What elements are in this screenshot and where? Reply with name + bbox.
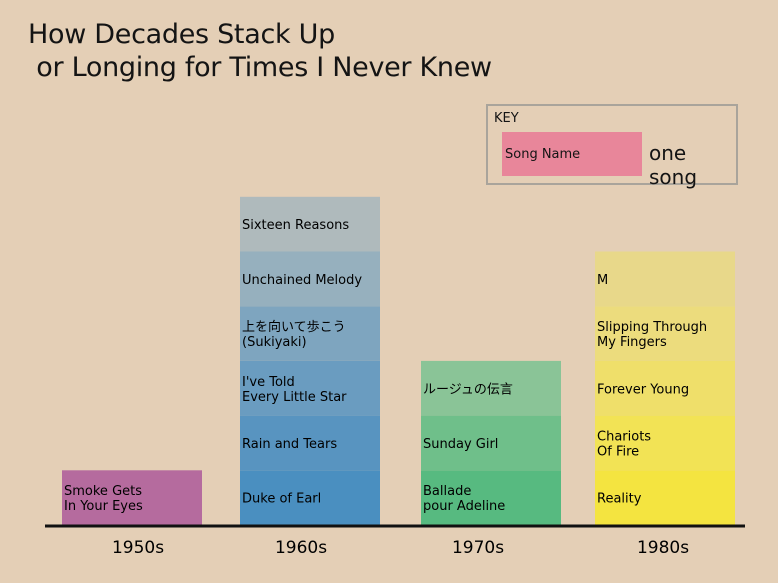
song-label: Ballade pour Adeline [423,484,505,514]
bar-segment [421,415,561,471]
song-label: M [597,273,608,288]
bar-segment [595,306,735,361]
bar-segment [240,196,380,252]
bar-segment [595,415,735,471]
x-tick-label: 1950s [112,538,164,558]
bar-segment [595,251,735,307]
chart-title: How Decades Stack Up or Longing for Time… [28,19,492,83]
x-tick-label: 1970s [452,538,504,558]
song-label: Sixteen Reasons [242,218,349,233]
x-tick-label: 1960s [275,538,327,558]
song-label: 上を向いて歩こう(Sukiyaki) [242,319,346,350]
x-ticks-group: 1950s 1960s 1970s 1980s [112,538,689,558]
song-label: Slipping Through My Fingers [597,320,707,350]
bar-segment [240,360,380,416]
x-tick-label: 1980s [637,538,689,558]
bar-segment [421,470,561,525]
song-label: Forever Young [597,382,689,397]
bar-segment [240,415,380,471]
song-label: Reality [597,492,642,507]
bars-group: Smoke Gets In Your Eyes Duke of Earl Rain a… [62,196,735,525]
bar-segment [240,306,380,361]
bar-segment [595,360,735,416]
song-label: Unchained Melody [242,273,362,288]
song-label: Smoke Gets In Your Eyes [64,484,143,514]
bar-segment [62,470,202,525]
legend-swatch: Song Name [502,132,642,176]
legend-key-title: KEY [494,111,519,126]
bar-segment [595,470,735,525]
bar-segment [421,360,561,416]
legend-key: KEY Song Name one song [486,104,738,189]
song-label: Duke of Earl [242,492,321,507]
bar-segment [240,470,380,525]
song-label: Sunday Girl [423,437,498,452]
song-label: ルージュの伝言 [423,382,513,397]
song-label: Chariots Of Fire [597,430,651,460]
legend-description: one song [649,141,698,189]
legend-swatch-label: Song Name [505,146,581,162]
song-label: I've Told Every Little Star [242,375,347,405]
bar-segment [240,251,380,307]
song-label: Rain and Tears [242,437,337,452]
